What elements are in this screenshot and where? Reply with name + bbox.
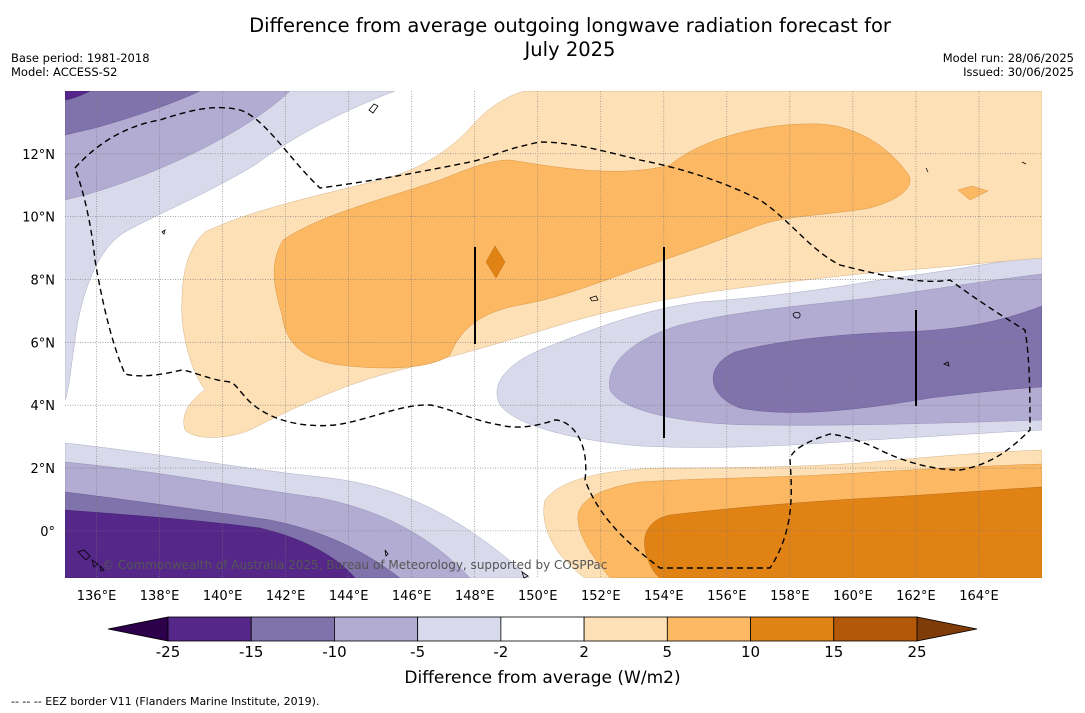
contour-pos-10-se [644, 486, 1042, 578]
contour-neg-15-east [712, 305, 1042, 413]
lon-tick-label: 162°E [896, 589, 936, 604]
colorbar-tick-label: -2 [493, 643, 509, 661]
island-outline [521, 571, 529, 579]
lat-tick-label: 4°N [31, 399, 56, 414]
eez-footnote: -- -- -- EEZ border V11 (Flanders Marine… [11, 695, 320, 708]
model-info: Base period: 1981-2018 Model: ACCESS-S2 [11, 51, 150, 79]
colorbar-tick-label: -15 [238, 643, 264, 661]
lat-tick-label: 2°N [31, 462, 56, 477]
colorbar-swatch [334, 616, 419, 642]
lon-tick-label: 146°E [392, 589, 432, 604]
colorbar-tick-label: 25 [907, 643, 927, 661]
lon-tick-label: 150°E [518, 589, 558, 604]
copyright-notice: © Commonwealth of Australia 2025, Bureau… [102, 558, 608, 572]
island-outline [792, 311, 801, 319]
contour-pos-5-north [273, 123, 911, 369]
lat-tick-label: 10°N [22, 211, 55, 226]
island-outline [943, 361, 950, 367]
model-name: Model: ACCESS-S2 [11, 65, 118, 79]
lon-tick-label: 154°E [644, 589, 684, 604]
lat-tick-label: 0° [40, 525, 55, 540]
colorbar-swatch [250, 616, 335, 642]
lat-tick-label: 6°N [31, 336, 56, 351]
island-outline [384, 549, 389, 557]
lon-tick-label: 136°E [77, 589, 117, 604]
colorbar [107, 616, 978, 642]
contour-neg-15-nw [65, 91, 201, 136]
axis-labels: 136°E 138°E 140°E 142°E 144°E 146°E 148°E 150°E… [22, 148, 999, 604]
island-outline [925, 161, 1027, 173]
islands [77, 103, 1027, 579]
lon-tick-label: 152°E [581, 589, 621, 604]
colorbar-title: Difference from average (W/m2) [404, 668, 681, 688]
lon-tick-label: 144°E [329, 589, 369, 604]
colorbar-swatch [750, 616, 835, 642]
colorbar-tick-label: -25 [155, 643, 181, 661]
colorbar-swatch [583, 616, 668, 642]
island-outline [161, 229, 166, 235]
lon-tick-label: 148°E [455, 589, 495, 604]
colorbar-swatch [666, 616, 751, 642]
markers [474, 247, 917, 438]
colorbar-tick-labels: -25 -15 -10 -5 -2 2 5 10 15 25 [0, 643, 1085, 663]
lon-tick-label: 164°E [959, 589, 999, 604]
lon-tick-label: 138°E [140, 589, 180, 604]
run-info: Model run: 28/06/2025 Issued: 30/06/2025 [943, 51, 1074, 79]
colorbar-tick-label: 5 [662, 643, 673, 661]
lat-tick-label: 8°N [31, 274, 56, 289]
base-period: Base period: 1981-2018 [11, 51, 150, 65]
island-outline [77, 549, 105, 572]
map-title-line-2: July 2025 [524, 38, 616, 61]
model-run-date: Model run: 28/06/2025 [942, 51, 1074, 65]
island-outline [589, 295, 599, 302]
contour-neg-25-sw [65, 509, 356, 578]
map-title: Difference from average outgoing longwav… [170, 14, 970, 62]
contour-pos-10-north [485, 245, 506, 279]
lon-tick-label: 156°E [707, 589, 747, 604]
lat-tick-label: 12°N [22, 148, 55, 163]
colorbar-under-arrow [107, 616, 169, 642]
anomaly-field [65, 91, 1042, 578]
lon-tick-label: 142°E [266, 589, 306, 604]
island-outline [368, 103, 379, 114]
contour-neg-25-nw [65, 91, 91, 101]
lon-tick-label: 158°E [770, 589, 810, 604]
colorbar-tick-label: 15 [824, 643, 844, 661]
map-title-line-1: Difference from average outgoing longwav… [249, 14, 891, 37]
colorbar-swatch [167, 616, 252, 642]
colorbar-over-arrow [916, 616, 978, 642]
colorbar-swatch [417, 616, 502, 642]
colorbar-tick-label: -10 [322, 643, 347, 661]
eez-border [74, 106, 1031, 569]
issued-date: Issued: 30/06/2025 [963, 65, 1074, 79]
colorbar-tick-label: -5 [410, 643, 426, 661]
colorbar-tick-label: 10 [741, 643, 761, 661]
colorbar-tick-label: 2 [579, 643, 589, 661]
colorbar-swatch [500, 616, 585, 642]
contour-pos-5-north-islet [957, 185, 989, 201]
lon-tick-label: 160°E [833, 589, 873, 604]
colorbar-swatch [833, 616, 918, 642]
lon-tick-label: 140°E [203, 589, 243, 604]
